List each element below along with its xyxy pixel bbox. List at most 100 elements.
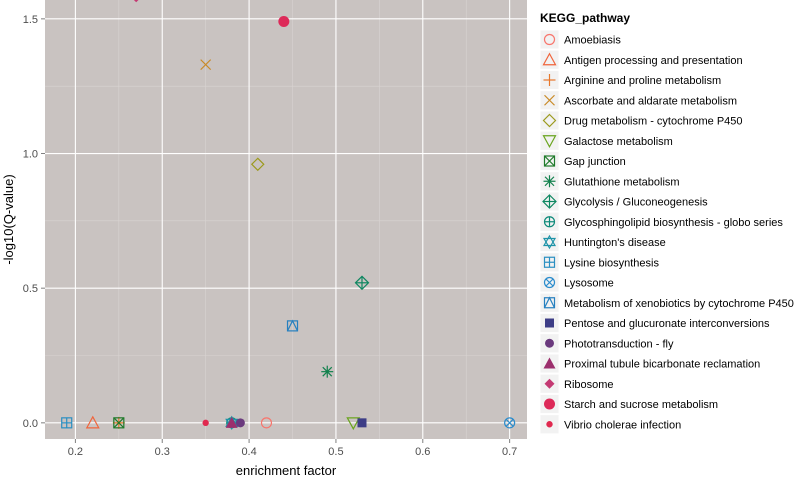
- legend-symbol: [542, 194, 557, 209]
- plot-panel: [45, 0, 527, 439]
- legend-label: Vibrio cholerae infection: [564, 419, 681, 431]
- x-tick-label: 0.4: [241, 446, 256, 458]
- legend-item: Lysosome: [539, 272, 614, 293]
- legend-item: Drug metabolism - cytochrome P450: [539, 110, 743, 131]
- x-tick-label: 0.6: [415, 446, 430, 458]
- legend: Amoebiasis Antigen processing and present…: [539, 29, 794, 435]
- legend-item: Metabolism of xenobiotics by cytochrome …: [539, 292, 794, 313]
- y-tick-label: 0.0: [23, 418, 38, 430]
- data-point: [354, 275, 370, 291]
- x-tick-label: 0.5: [328, 446, 343, 458]
- legend-symbol: [543, 33, 556, 46]
- data-point: [250, 157, 265, 172]
- legend-key: [539, 232, 560, 252]
- legend-item: Phototransduction - fly: [539, 333, 674, 354]
- legend-label: Galactose metabolism: [564, 136, 673, 148]
- legend-item: Gap junction: [539, 151, 626, 171]
- data-point: [346, 417, 361, 431]
- legend-item: Glycolysis / Gluconeogenesis: [539, 191, 708, 212]
- legend-symbol: [543, 175, 556, 188]
- legend-symbol: [544, 378, 555, 389]
- legend-label: Ribosome: [564, 379, 614, 391]
- data-point: [61, 417, 73, 429]
- legend-item: Glutathione metabolism: [539, 171, 680, 192]
- legend-key: [539, 110, 560, 131]
- legend-item: Glycosphingolipid biosynthesis - globo s…: [539, 211, 783, 232]
- legend-label: Huntington's disease: [564, 237, 666, 249]
- data-point: [202, 419, 209, 427]
- panel-background: [45, 0, 527, 439]
- legend-item: Antigen processing and presentation: [539, 49, 743, 70]
- legend-label: Antigen processing and presentation: [564, 55, 743, 67]
- legend-item: Ascorbate and aldarate metabolism: [539, 90, 737, 111]
- legend-label: Glutathione metabolism: [564, 176, 680, 188]
- data-point: [133, 0, 139, 3]
- legend-label: Pentose and glucuronate interconversions: [564, 318, 770, 330]
- legend-symbol: [543, 216, 556, 228]
- y-tick-label: 1.0: [23, 149, 38, 161]
- data-point: [200, 59, 212, 71]
- legend-item: Amoebiasis: [539, 29, 621, 50]
- legend-label: Arginine and proline metabolism: [564, 75, 721, 87]
- legend-symbol: [542, 234, 557, 250]
- legend-symbol: [543, 155, 556, 167]
- legend-symbol: [542, 52, 557, 66]
- legend-item: Huntington's disease: [539, 232, 666, 252]
- y-axis-title: -log10(Q-value): [1, 174, 16, 264]
- legend-label: Amoebiasis: [564, 35, 621, 47]
- legend-symbol: [545, 338, 554, 348]
- legend-label: Glycosphingolipid biosynthesis - globo s…: [564, 217, 783, 229]
- x-tick-label: 0.2: [68, 446, 83, 458]
- legend-label: Lysine biosynthesis: [564, 257, 659, 269]
- data-point: [357, 418, 367, 428]
- legend-symbol: [542, 113, 557, 128]
- legend-symbol: [546, 421, 553, 428]
- legend-label: Drug metabolism - cytochrome P450: [564, 116, 743, 128]
- legend-symbol: [543, 296, 556, 309]
- legend-item: Vibrio cholerae infection: [539, 414, 681, 435]
- legend-symbol: [543, 276, 556, 289]
- legend-label: Proximal tubule bicarbonate reclamation: [564, 359, 760, 371]
- legend-key: [539, 29, 560, 50]
- legend-item: Galactose metabolism: [539, 130, 673, 151]
- data-point: [85, 415, 100, 429]
- legend-item: Proximal tubule bicarbonate reclamation: [539, 353, 760, 374]
- legend-label: Ascorbate and aldarate metabolism: [564, 95, 737, 107]
- legend-label: Glycolysis / Gluconeogenesis: [564, 197, 708, 209]
- legend-symbol: [544, 94, 555, 106]
- data-points: [61, 0, 516, 431]
- legend-symbol: [544, 398, 555, 410]
- legend-item: Lysine biosynthesis: [539, 252, 659, 273]
- legend-item: Pentose and glucuronate interconversions: [539, 313, 770, 333]
- data-point: [113, 417, 125, 429]
- axes: 0.2 0.3 0.4 0.5 0.6 0.7 0.0 0.5 1.0 1.5: [23, 14, 518, 458]
- legend-label: Metabolism of xenobiotics by cytochrome …: [564, 298, 794, 310]
- data-point: [278, 16, 290, 28]
- legend-item: Ribosome: [539, 373, 614, 394]
- legend-item: Arginine and proline metabolism: [539, 70, 721, 90]
- legend-symbol: [542, 135, 557, 149]
- data-point: [235, 418, 245, 428]
- legend-symbol: [543, 256, 556, 268]
- legend-label: Phototransduction - fly: [564, 338, 674, 350]
- x-axis-title: enrichment factor: [236, 463, 337, 478]
- legend-label: Starch and sucrose metabolism: [564, 399, 718, 411]
- data-point: [260, 417, 273, 429]
- data-point: [504, 417, 516, 429]
- data-point: [286, 319, 299, 332]
- y-tick-label: 0.5: [23, 283, 38, 295]
- legend-item: Starch and sucrose metabolism: [539, 394, 718, 414]
- x-tick-label: 0.3: [155, 446, 170, 458]
- y-tick-label: 1.5: [23, 14, 38, 26]
- legend-symbol: [543, 357, 556, 369]
- legend-label: Gap junction: [564, 156, 626, 168]
- data-point: [321, 365, 334, 378]
- legend-key: [539, 292, 560, 313]
- legend-symbol: [545, 318, 554, 328]
- legend-symbol: [543, 74, 556, 86]
- legend-title: KEGG_pathway: [540, 11, 630, 25]
- data-point: [225, 416, 238, 428]
- legend-label: Lysosome: [564, 278, 614, 290]
- x-tick-label: 0.7: [502, 446, 517, 458]
